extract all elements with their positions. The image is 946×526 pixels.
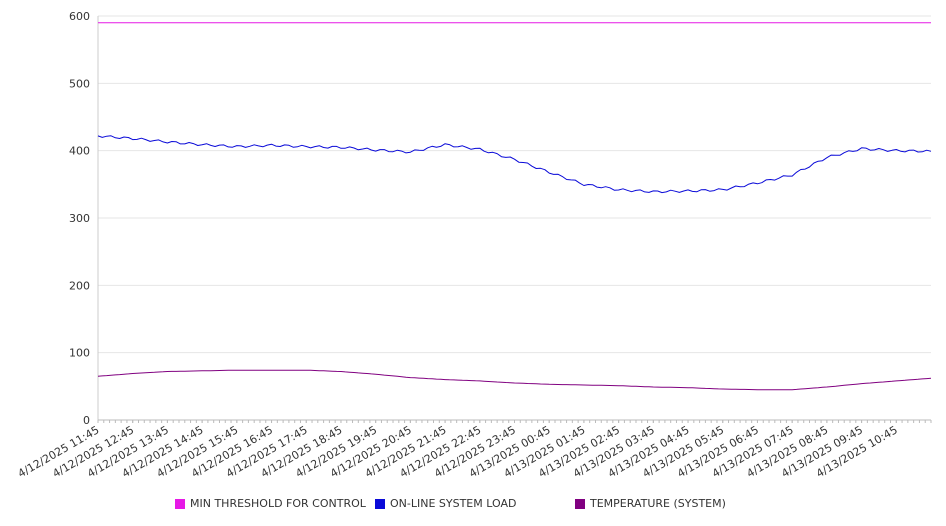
grid-lines xyxy=(98,15,931,354)
legend-swatch-system-load xyxy=(375,498,385,509)
y-tick-label: 400 xyxy=(69,145,90,158)
x-axis-ticks: 4/12/2025 11:454/12/2025 12:454/12/2025 … xyxy=(16,423,900,480)
legend-item-temperature[interactable]: TEMPERATURE (SYSTEM) xyxy=(575,497,726,510)
y-axis-ticks: 0 100 200 300 400 500 600 xyxy=(69,10,90,427)
series-line-temperature xyxy=(97,369,932,391)
series-line-system-load xyxy=(97,135,932,194)
y-tick-label: 500 xyxy=(69,77,90,90)
axes xyxy=(97,16,932,423)
legend-label-min-threshold: MIN THRESHOLD FOR CONTROL xyxy=(190,497,366,510)
legend-item-min-threshold[interactable]: MIN THRESHOLD FOR CONTROL xyxy=(175,497,366,510)
legend-item-system-load[interactable]: ON-LINE SYSTEM LOAD xyxy=(375,497,516,510)
series-lines xyxy=(97,22,932,391)
legend-label-temperature: TEMPERATURE (SYSTEM) xyxy=(590,497,726,510)
legend-label-system-load: ON-LINE SYSTEM LOAD xyxy=(390,497,517,510)
legend-swatch-temperature xyxy=(575,498,585,509)
y-tick-label: 100 xyxy=(69,347,90,360)
y-tick-label: 300 xyxy=(69,212,90,225)
y-tick-label: 200 xyxy=(69,279,90,292)
legend-swatch-min-threshold xyxy=(175,498,185,509)
y-tick-label: 0 xyxy=(83,414,90,427)
legend: MIN THRESHOLD FOR CONTROL ON-LINE SYSTEM… xyxy=(0,497,946,517)
y-tick-label: 600 xyxy=(69,10,90,23)
